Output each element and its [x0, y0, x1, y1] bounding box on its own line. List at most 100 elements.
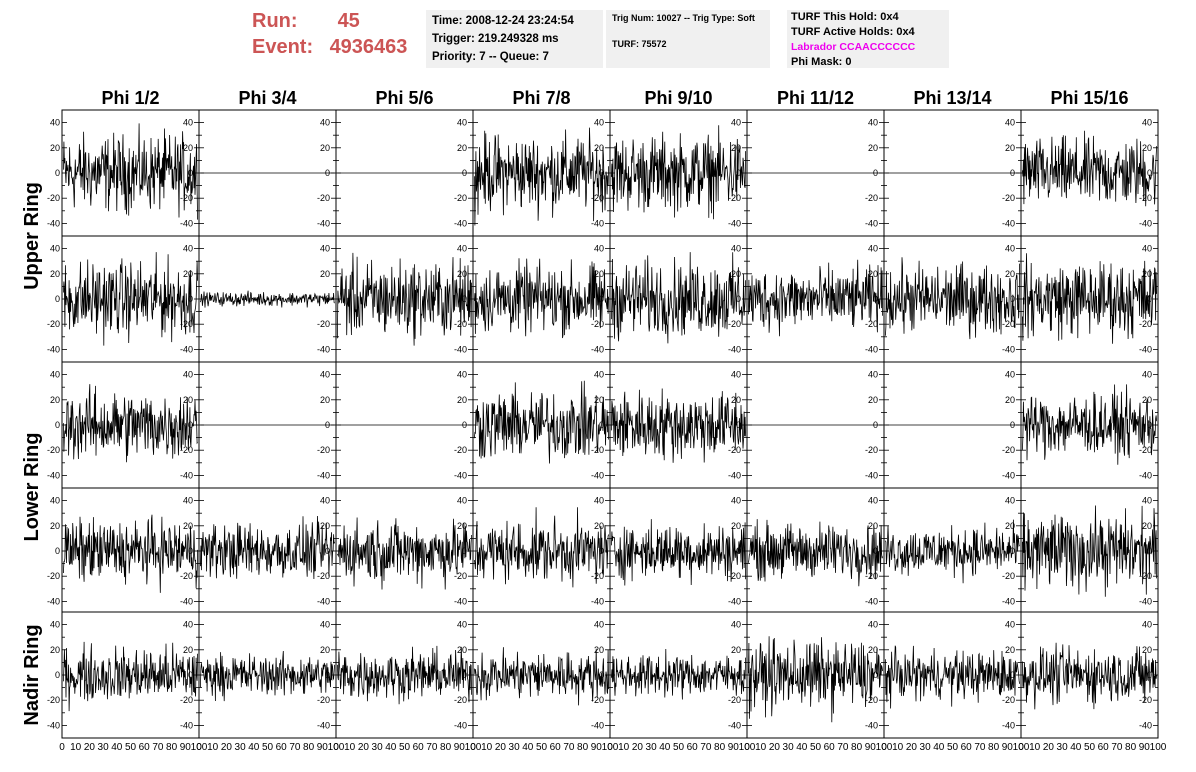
x-tick-label: 100 — [328, 742, 345, 753]
y-tick-label: -40 — [47, 470, 60, 480]
y-tick-label: 20 — [183, 143, 193, 153]
waveform-trace — [63, 514, 198, 593]
y-tick-label: -20 — [865, 695, 878, 705]
waveform-trace — [200, 515, 335, 580]
y-tick-label: 40 — [594, 118, 604, 128]
x-tick-label: 70 — [700, 742, 712, 753]
x-tick-label: 100 — [465, 742, 482, 753]
x-tick-label: 0 — [1018, 742, 1024, 753]
y-tick-label: -20 — [1139, 445, 1152, 455]
y-tick-label: 0 — [188, 670, 193, 680]
waveform-trace — [611, 125, 746, 220]
waveform-trace — [337, 645, 472, 705]
y-tick-label: 40 — [50, 620, 60, 630]
x-tick-label: 90 — [728, 742, 740, 753]
y-tick-label: -20 — [1139, 319, 1152, 329]
y-tick-label: 20 — [457, 269, 467, 279]
y-tick-label: 0 — [1147, 168, 1152, 178]
y-tick-label: -40 — [317, 470, 330, 480]
y-tick-label: 20 — [868, 645, 878, 655]
y-tick-label: 20 — [1005, 395, 1015, 405]
x-tick-label: 10 — [755, 742, 767, 753]
y-tick-label: 40 — [50, 118, 60, 128]
waveform-trace — [748, 259, 883, 337]
y-tick-label: -20 — [180, 319, 193, 329]
waveform-trace — [474, 380, 609, 464]
y-tick-label: 40 — [731, 496, 741, 506]
y-tick-label: -20 — [180, 695, 193, 705]
y-tick-label: 20 — [594, 395, 604, 405]
x-tick-label: 40 — [385, 742, 397, 753]
y-tick-label: 40 — [868, 620, 878, 630]
y-tick-label: 20 — [594, 521, 604, 531]
y-tick-label: 40 — [183, 370, 193, 380]
x-tick-label: 10 — [344, 742, 356, 753]
y-tick-label: 40 — [594, 620, 604, 630]
y-tick-label: -20 — [317, 695, 330, 705]
y-tick-label: -40 — [728, 596, 741, 606]
y-tick-label: 40 — [868, 244, 878, 254]
y-tick-label: 40 — [731, 118, 741, 128]
y-tick-label: -40 — [180, 470, 193, 480]
y-tick-label: -20 — [47, 445, 60, 455]
time-text: Time: 2008-12-24 23:24:54 — [432, 15, 574, 27]
y-tick-label: 20 — [320, 521, 330, 531]
waveform-trace — [1022, 130, 1157, 207]
x-tick-label: 50 — [399, 742, 411, 753]
x-tick-label: 80 — [577, 742, 589, 753]
y-tick-label: -40 — [591, 218, 604, 228]
y-tick-label: 40 — [731, 370, 741, 380]
y-tick-label: -40 — [1139, 470, 1152, 480]
y-tick-label: -40 — [865, 596, 878, 606]
y-tick-label: 40 — [731, 244, 741, 254]
x-tick-label: 50 — [673, 742, 685, 753]
x-tick-label: 20 — [221, 742, 233, 753]
y-tick-label: -20 — [728, 445, 741, 455]
waveform-trace — [63, 641, 198, 712]
y-tick-label: -40 — [865, 344, 878, 354]
y-tick-label: 40 — [50, 244, 60, 254]
y-tick-label: -20 — [317, 193, 330, 203]
x-tick-label: 40 — [796, 742, 808, 753]
y-tick-label: 20 — [731, 645, 741, 655]
x-tick-label: 50 — [947, 742, 959, 753]
x-tick-label: 0 — [333, 742, 339, 753]
x-tick-label: 70 — [974, 742, 986, 753]
ring-label: Lower Ring — [21, 433, 43, 542]
turf-text: TURF: 75572 — [612, 39, 667, 49]
waveform-trace — [337, 252, 472, 346]
waveform-panel: 40 40 20 20 0 0 -20 -20 -40 -40 — [47, 611, 200, 739]
x-tick-label: 20 — [358, 742, 370, 753]
y-tick-label: -20 — [728, 193, 741, 203]
y-tick-label: -20 — [454, 445, 467, 455]
y-tick-label: -40 — [47, 720, 60, 730]
y-tick-label: 0 — [55, 546, 60, 556]
phi-column-label: Phi 5/6 — [375, 88, 433, 108]
y-tick-label: 20 — [183, 269, 193, 279]
y-tick-label: 40 — [457, 118, 467, 128]
x-tick-label: 90 — [317, 742, 329, 753]
time-info-box: Time: 2008-12-24 23:24:54 Trigger: 219.2… — [426, 10, 603, 68]
waveform-trace — [1022, 253, 1157, 344]
y-tick-label: -20 — [47, 319, 60, 329]
x-tick-label: 0 — [744, 742, 750, 753]
x-tick-label: 60 — [139, 742, 151, 753]
y-tick-label: -40 — [317, 344, 330, 354]
waveform-trace — [885, 645, 1020, 709]
y-tick-label: 40 — [1142, 496, 1152, 506]
labrador-text: Labrador CCAACCCCCC — [791, 41, 916, 53]
y-tick-label: 20 — [1005, 521, 1015, 531]
y-tick-label: 40 — [50, 496, 60, 506]
y-tick-label: 40 — [868, 118, 878, 128]
y-tick-label: 20 — [1005, 645, 1015, 655]
waveform-trace — [885, 519, 1020, 584]
y-tick-label: 40 — [868, 370, 878, 380]
